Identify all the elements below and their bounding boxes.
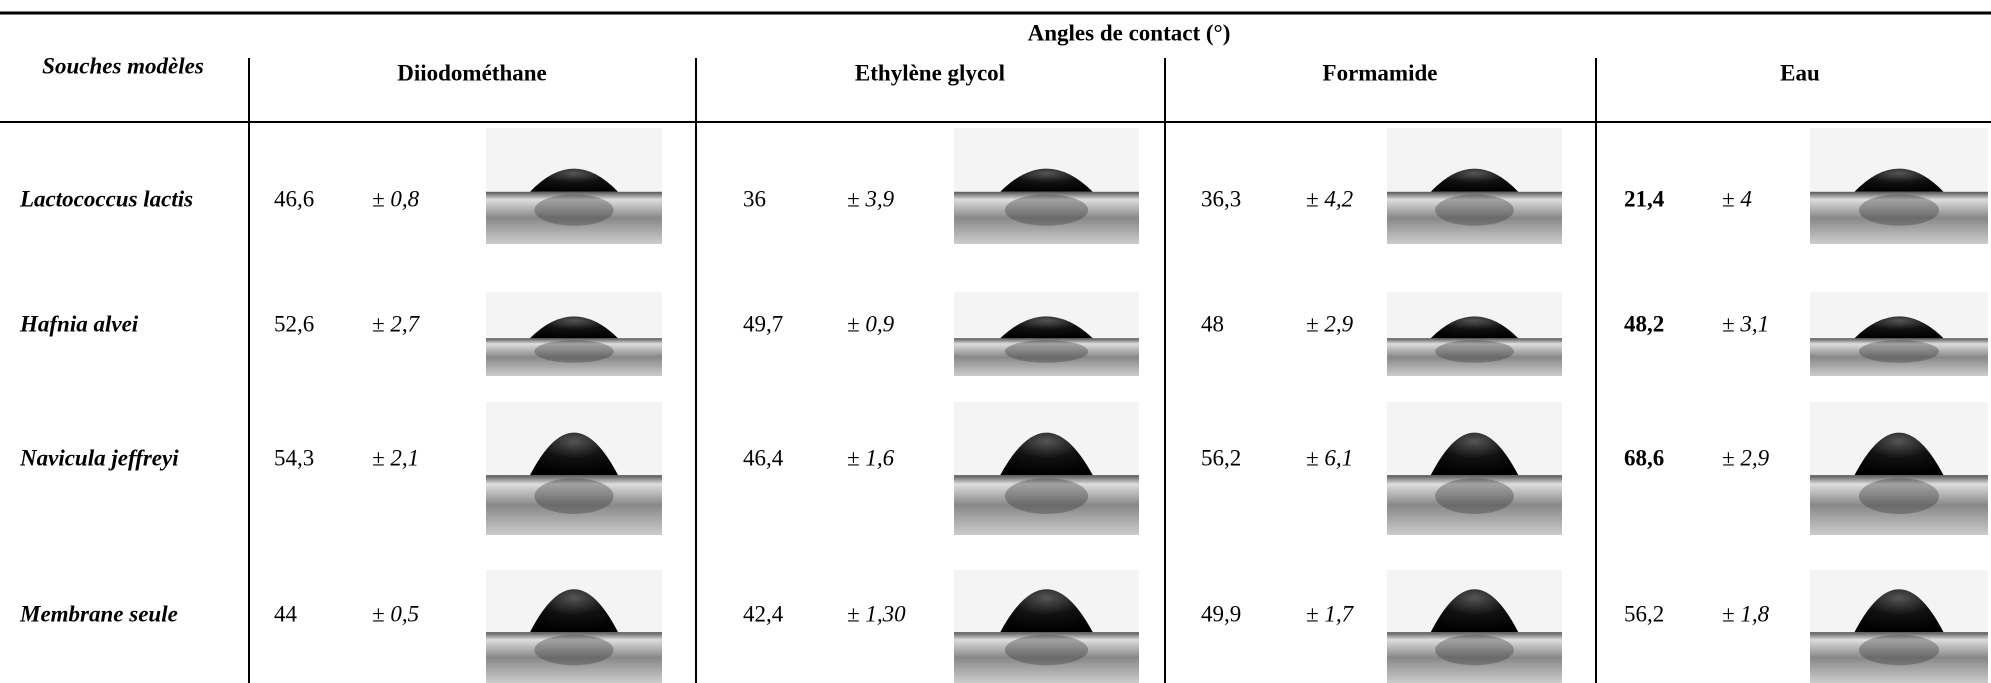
contact-angle: 42,4: [743, 601, 784, 626]
standard-deviation: ± 0,8: [372, 186, 420, 211]
substrate: [1810, 632, 1988, 683]
droplet-reflection: [1858, 634, 1940, 666]
row-label: Hafnia alvei: [19, 311, 139, 336]
droplet: [1854, 168, 1944, 192]
contact-angle: 46,6: [274, 186, 314, 211]
droplet: [1000, 432, 1093, 476]
contact-angle: 21,4: [1624, 186, 1665, 211]
row-label: Navicula jeffreyi: [19, 445, 179, 470]
droplet-reflection: [534, 478, 614, 515]
droplet-reflection: [1435, 634, 1514, 666]
contact-angle: 56,2: [1201, 445, 1241, 470]
droplet: [1430, 432, 1519, 476]
substrate: [1810, 338, 1988, 376]
contact-angle: 36,3: [1201, 186, 1241, 211]
standard-deviation: ± 4: [1722, 186, 1752, 211]
droplet: [1430, 168, 1519, 192]
droplet: [530, 589, 618, 633]
droplet: [1854, 432, 1944, 476]
contact-angle: 54,3: [274, 445, 314, 470]
standard-deviation: ± 6,1: [1306, 445, 1353, 470]
droplet: [1000, 168, 1093, 192]
contact-angle: 56,2: [1624, 601, 1664, 626]
standard-deviation: ± 0,5: [372, 601, 419, 626]
droplet: [1854, 316, 1944, 339]
contact-angle: 49,7: [743, 311, 783, 336]
substrate: [486, 338, 662, 376]
standard-deviation: ± 2,9: [1306, 311, 1354, 336]
standard-deviation: ± 1,30: [847, 601, 906, 626]
droplet: [530, 168, 618, 192]
standard-deviation: ± 2,9: [1722, 445, 1770, 470]
droplet: [530, 316, 618, 339]
row-label: Lactococcus lactis: [19, 186, 193, 211]
substrate: [954, 632, 1139, 683]
standard-deviation: ± 2,1: [372, 445, 419, 470]
substrate: [1387, 191, 1562, 244]
contact-angle: 52,6: [274, 311, 314, 336]
substrate: [1387, 338, 1562, 376]
droplet-reflection: [1435, 194, 1514, 226]
row-header: Souches modèles: [42, 53, 204, 78]
column-header: Formamide: [1323, 60, 1438, 85]
contact-angle: 48,2: [1624, 311, 1664, 336]
substrate: [486, 632, 662, 683]
substrate: [954, 338, 1139, 376]
substrate: [1387, 632, 1562, 683]
standard-deviation: ± 0,9: [847, 311, 895, 336]
droplet-reflection: [1435, 478, 1514, 515]
substrate: [1810, 475, 1988, 535]
droplet: [1854, 589, 1944, 633]
droplet-reflection: [1004, 478, 1089, 515]
droplet: [1430, 589, 1519, 633]
substrate: [486, 475, 662, 535]
droplet-reflection: [534, 194, 614, 226]
standard-deviation: ± 1,6: [847, 445, 895, 470]
droplet-reflection: [1858, 194, 1940, 226]
substrate: [954, 191, 1139, 244]
droplet-reflection: [534, 634, 614, 666]
contact-angle: 48: [1201, 311, 1224, 336]
droplet-reflection: [1004, 194, 1089, 226]
standard-deviation: ± 1,8: [1722, 601, 1770, 626]
contact-angle: 68,6: [1624, 445, 1664, 470]
droplet: [530, 432, 618, 476]
substrate: [1810, 191, 1988, 244]
droplet-reflection: [534, 340, 614, 363]
column-header: Ethylène glycol: [855, 60, 1005, 85]
droplet: [1000, 316, 1093, 339]
droplet-reflection: [1004, 340, 1089, 363]
contact-angle: 44: [274, 601, 298, 626]
standard-deviation: ± 3,9: [847, 186, 895, 211]
droplet: [1000, 589, 1093, 633]
column-header: Eau: [1780, 60, 1820, 85]
substrate: [954, 475, 1139, 535]
standard-deviation: ± 4,2: [1306, 186, 1353, 211]
row-label: Membrane seule: [19, 601, 178, 626]
header-title: Angles de contact (°): [1028, 20, 1231, 45]
substrate: [1387, 475, 1562, 535]
droplet-reflection: [1435, 340, 1514, 363]
standard-deviation: ± 3,1: [1722, 311, 1769, 336]
standard-deviation: ± 2,7: [372, 311, 421, 336]
standard-deviation: ± 1,7: [1306, 601, 1355, 626]
droplet-reflection: [1858, 340, 1940, 363]
droplet-reflection: [1858, 478, 1940, 515]
substrate: [486, 191, 662, 244]
contact-angle: 46,4: [743, 445, 784, 470]
contact-angle: 49,9: [1201, 601, 1241, 626]
droplet-reflection: [1004, 634, 1089, 666]
contact-angle: 36: [743, 186, 766, 211]
droplet: [1430, 316, 1519, 339]
column-header: Diiodométhane: [397, 60, 547, 85]
